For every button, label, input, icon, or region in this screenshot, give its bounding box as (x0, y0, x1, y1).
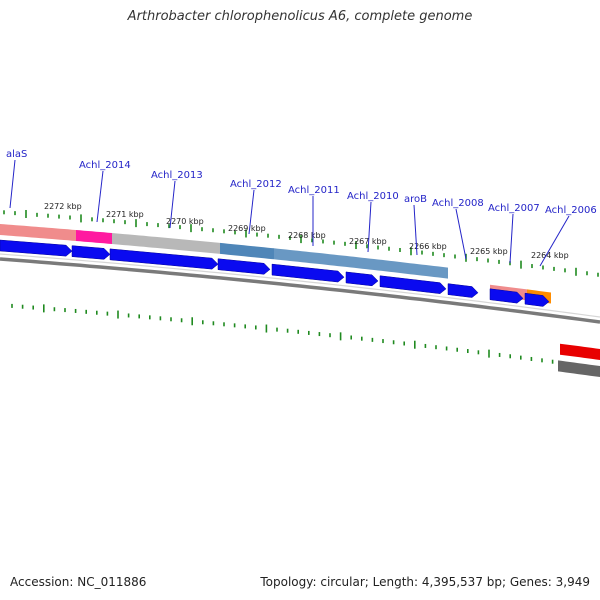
gene-label-achl-2006: Achl_2006 (545, 205, 597, 216)
genome-title: Arthrobacter chlorophenolicus A6, comple… (127, 9, 473, 24)
feature-band-red (560, 343, 600, 360)
ruler-label: 2272 kbp (44, 202, 82, 211)
backbone (0, 253, 600, 324)
gene-label-achl-2011: Achl_2011 (288, 185, 340, 196)
gene-label-achl-2007: Achl_2007 (488, 203, 540, 214)
gene-labels: alaS Achl_2014 Achl_2013 Achl_2012 Achl_2011… (6, 149, 597, 267)
cds-arrow (0, 239, 73, 257)
feature-band-salmon (0, 224, 76, 241)
ruler-label: 2267 kbp (349, 237, 387, 246)
genome-summary-text: Topology: circular; Length: 4,395,537 bp… (260, 575, 590, 589)
gene-label-alas: alaS (6, 149, 27, 160)
ruler-label: 2270 kbp (166, 217, 204, 226)
ruler-label: 2271 kbp (106, 210, 144, 219)
gene-label-achl-2012: Achl_2012 (230, 179, 282, 190)
feature-band-magenta (76, 230, 112, 244)
cds-arrow (71, 245, 111, 260)
gene-leader-line (367, 201, 372, 253)
feature-band-steelblue (274, 248, 448, 279)
cds-arrow (489, 288, 524, 304)
cds-arrows (0, 239, 550, 307)
ruler-label: 2264 kbp (531, 251, 569, 260)
gene-label-achl-2010: Achl_2010 (347, 191, 399, 202)
gene-leader-line (96, 170, 104, 223)
cds-arrow (379, 275, 447, 294)
ruler-label: 2268 kbp (288, 231, 326, 240)
cds-arrow (109, 248, 219, 270)
cds-arrow (524, 292, 550, 307)
cds-arrow (271, 263, 345, 283)
ruler-labels: 2272 kbp 2271 kbp 2270 kbp 2269 kbp 2268 kbp… (44, 202, 569, 260)
gene-leader-line (509, 213, 514, 264)
cds-arrow (217, 258, 271, 275)
ruler-label: 2266 kbp (409, 242, 447, 251)
gene-leader-line (169, 180, 176, 229)
gene-label-achl-2013: Achl_2013 (151, 170, 203, 181)
cds-arrow (345, 271, 379, 287)
ruler-label: 2265 kbp (470, 247, 508, 256)
feature-bands (0, 224, 600, 377)
backbone-highlight (0, 253, 600, 318)
gene-leader-line (539, 215, 570, 267)
ruler-label: 2269 kbp (228, 224, 266, 233)
feature-band-steelblue (220, 242, 274, 260)
gene-leader-line (9, 159, 16, 209)
cds-arrow (447, 283, 479, 298)
backbone-line (0, 257, 600, 324)
gene-label-arob: aroB (404, 194, 427, 205)
accession-text: Accession: NC_011886 (10, 575, 147, 589)
gene-leader-line (455, 208, 467, 260)
ruler-ticks (3, 209, 599, 364)
gene-label-achl-2008: Achl_2008 (432, 198, 484, 209)
feature-band-grey (112, 233, 220, 254)
feature-band-darkgrey (558, 360, 600, 377)
gene-label-achl-2014: Achl_2014 (79, 160, 131, 171)
gene-leader-line (413, 204, 418, 256)
gene-leader-line (248, 189, 255, 235)
